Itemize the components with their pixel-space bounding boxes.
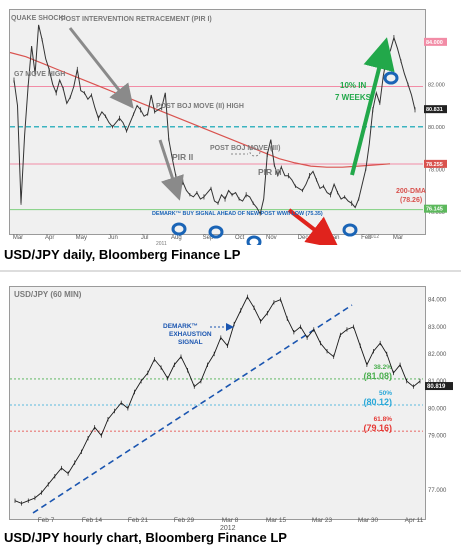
daily-x-tick: Jan	[330, 235, 340, 241]
demark-buy-label: DEMARK™ BUY SIGNAL AHEAD OF NEW POST WWI…	[152, 211, 323, 217]
price-badge-bg	[424, 105, 447, 114]
daily-x-tick: Jul	[141, 235, 149, 241]
demark-circles	[171, 71, 399, 245]
daily-price-series	[13, 24, 416, 216]
hourly-price-badge: 80.819	[427, 384, 446, 390]
daily-x-tick: Dec	[298, 235, 309, 241]
hourly-x-tick: Mar 15	[266, 517, 287, 524]
pir1-arrow	[68, 27, 134, 109]
price-badge-bg	[424, 159, 447, 168]
daily-x-tick: Nov	[266, 235, 277, 241]
daily-year-label: 2011	[156, 241, 167, 245]
daily-x-tick: May	[76, 235, 87, 241]
boj3-label: POST BOJ MOVE (III)	[210, 145, 280, 152]
hourly-x-tick: Mar 8	[222, 517, 239, 524]
daily-x-tick: Aug	[171, 235, 182, 241]
hourly-price-series	[14, 294, 421, 506]
fib-level-name: 61.8%	[374, 416, 393, 423]
hourly-x-tick: Feb 14	[82, 517, 103, 524]
daily-y-tick: 78.000	[428, 167, 445, 173]
price-badge: 80.831	[426, 107, 443, 113]
daily-x-tick: Feb	[361, 235, 372, 241]
fib-level-value: (79.16)	[363, 423, 392, 433]
pct-label: 10% IN	[340, 81, 366, 90]
daily-y-tick: 76.000	[428, 210, 445, 216]
daily-x-tick: Sep	[203, 235, 214, 241]
boj3-dot-circle	[249, 147, 261, 157]
daily-year-label: 2012	[368, 234, 379, 240]
hourly-y-tick: 80.000	[428, 406, 447, 412]
pir2-label: PIR II	[172, 152, 193, 162]
dma-label: 200-DMA	[396, 188, 426, 195]
price-badge: 76.145	[426, 207, 443, 213]
exhaustion-label: DEMARK™ EXHAUSTION SIGNAL	[163, 323, 212, 346]
price-badge: 84.000	[426, 40, 443, 46]
hourly-chart-svg: 38.2%(81.08) 50%(80.12) 61.8%(79.16) Feb 7…	[10, 290, 453, 530]
pir3-label: PIR III	[258, 167, 282, 177]
daily-x-tick: Oct	[235, 235, 245, 241]
hourly-y-tick: 83.000	[428, 325, 447, 331]
quake-label: QUAKE SHOCK!	[11, 15, 66, 22]
demark-circle-3	[246, 235, 262, 245]
boj-high-label: POST BOJ MOVE (II) HIGH	[156, 103, 244, 110]
price-badge-bg	[424, 204, 447, 213]
daily-y-tick: 82.000	[428, 82, 445, 88]
hourly-y-tick: 79.000	[428, 433, 447, 439]
hourly-x-tick: Mar 23	[312, 517, 333, 524]
demark-circle-1	[171, 222, 187, 236]
hourly-x-tick: Apr 11	[405, 517, 424, 524]
daily-caption: USD/JPY daily, Bloomberg Finance LP	[4, 247, 241, 262]
panel-divider	[0, 270, 461, 272]
price-badge: 78.255	[426, 162, 443, 168]
daily-chart-panel: Mar Apr May Jun Jul Aug Sep Oct Nov Dec Jan Feb Mar 2…	[0, 0, 461, 268]
decline-arrow	[287, 208, 340, 245]
daily-price-line	[13, 24, 416, 216]
hourly-caption: USD/JPY hourly chart, Bloomberg Finance …	[4, 530, 287, 545]
fib-level-name: 38.2%	[374, 364, 393, 371]
hourly-year-label: 2012	[220, 525, 236, 530]
hourly-x-tick: Mar 30	[358, 517, 379, 524]
hourly-x-tick: Feb 29	[174, 517, 195, 524]
daily-plot-area	[9, 9, 426, 235]
daily-chart-svg: Mar Apr May Jun Jul Aug Sep Oct Nov Dec Jan Feb Mar 2…	[9, 15, 447, 245]
g7-label: G7 MOVE HIGH	[14, 71, 65, 78]
hourly-y-tick: 77.000	[428, 488, 447, 494]
daily-x-tick: Apr	[45, 235, 54, 241]
hourly-x-tick: Feb 7	[38, 517, 55, 524]
daily-x-tick: Mar	[393, 235, 403, 241]
fib-level-value: (81.08)	[363, 371, 392, 381]
hourly-plot-area	[9, 286, 426, 520]
pir2-arrow	[158, 139, 184, 201]
hourly-price-badge-bg	[425, 382, 453, 391]
fib-level-value: (80.12)	[363, 397, 392, 407]
demark-circle-2	[208, 225, 224, 239]
daily-x-tick: Mar	[13, 235, 23, 241]
daily-y-tick: 80.000	[428, 125, 445, 131]
ma200-line	[9, 51, 391, 168]
daily-x-tick: Jun	[108, 235, 118, 241]
post-intervention-label: POST INTERVENTION RETRACEMENT (PIR I)	[61, 16, 212, 23]
rally-arrow	[350, 37, 395, 176]
demark-circle-5	[383, 71, 399, 85]
hourly-price-line	[14, 295, 421, 504]
hourly-y-tick: 84.000	[428, 298, 447, 304]
hourly-x-tick: Feb 21	[128, 517, 149, 524]
dma-value-label: (78.26)	[400, 197, 422, 204]
hourly-title: USD/JPY (60 MIN)	[14, 290, 82, 299]
hourly-y-tick: 82.000	[428, 352, 447, 358]
uptrend-line	[32, 304, 353, 514]
price-badge-bg	[424, 37, 447, 46]
fib-level-name: 50%	[379, 390, 392, 397]
demark-circle-4	[342, 223, 358, 237]
hourly-chart-panel: 38.2% (81.08) 50% (80.12) 61.8% (79.16) Feb 7…	[0, 280, 461, 545]
weeks-label: 7 WEEKS	[335, 93, 372, 102]
